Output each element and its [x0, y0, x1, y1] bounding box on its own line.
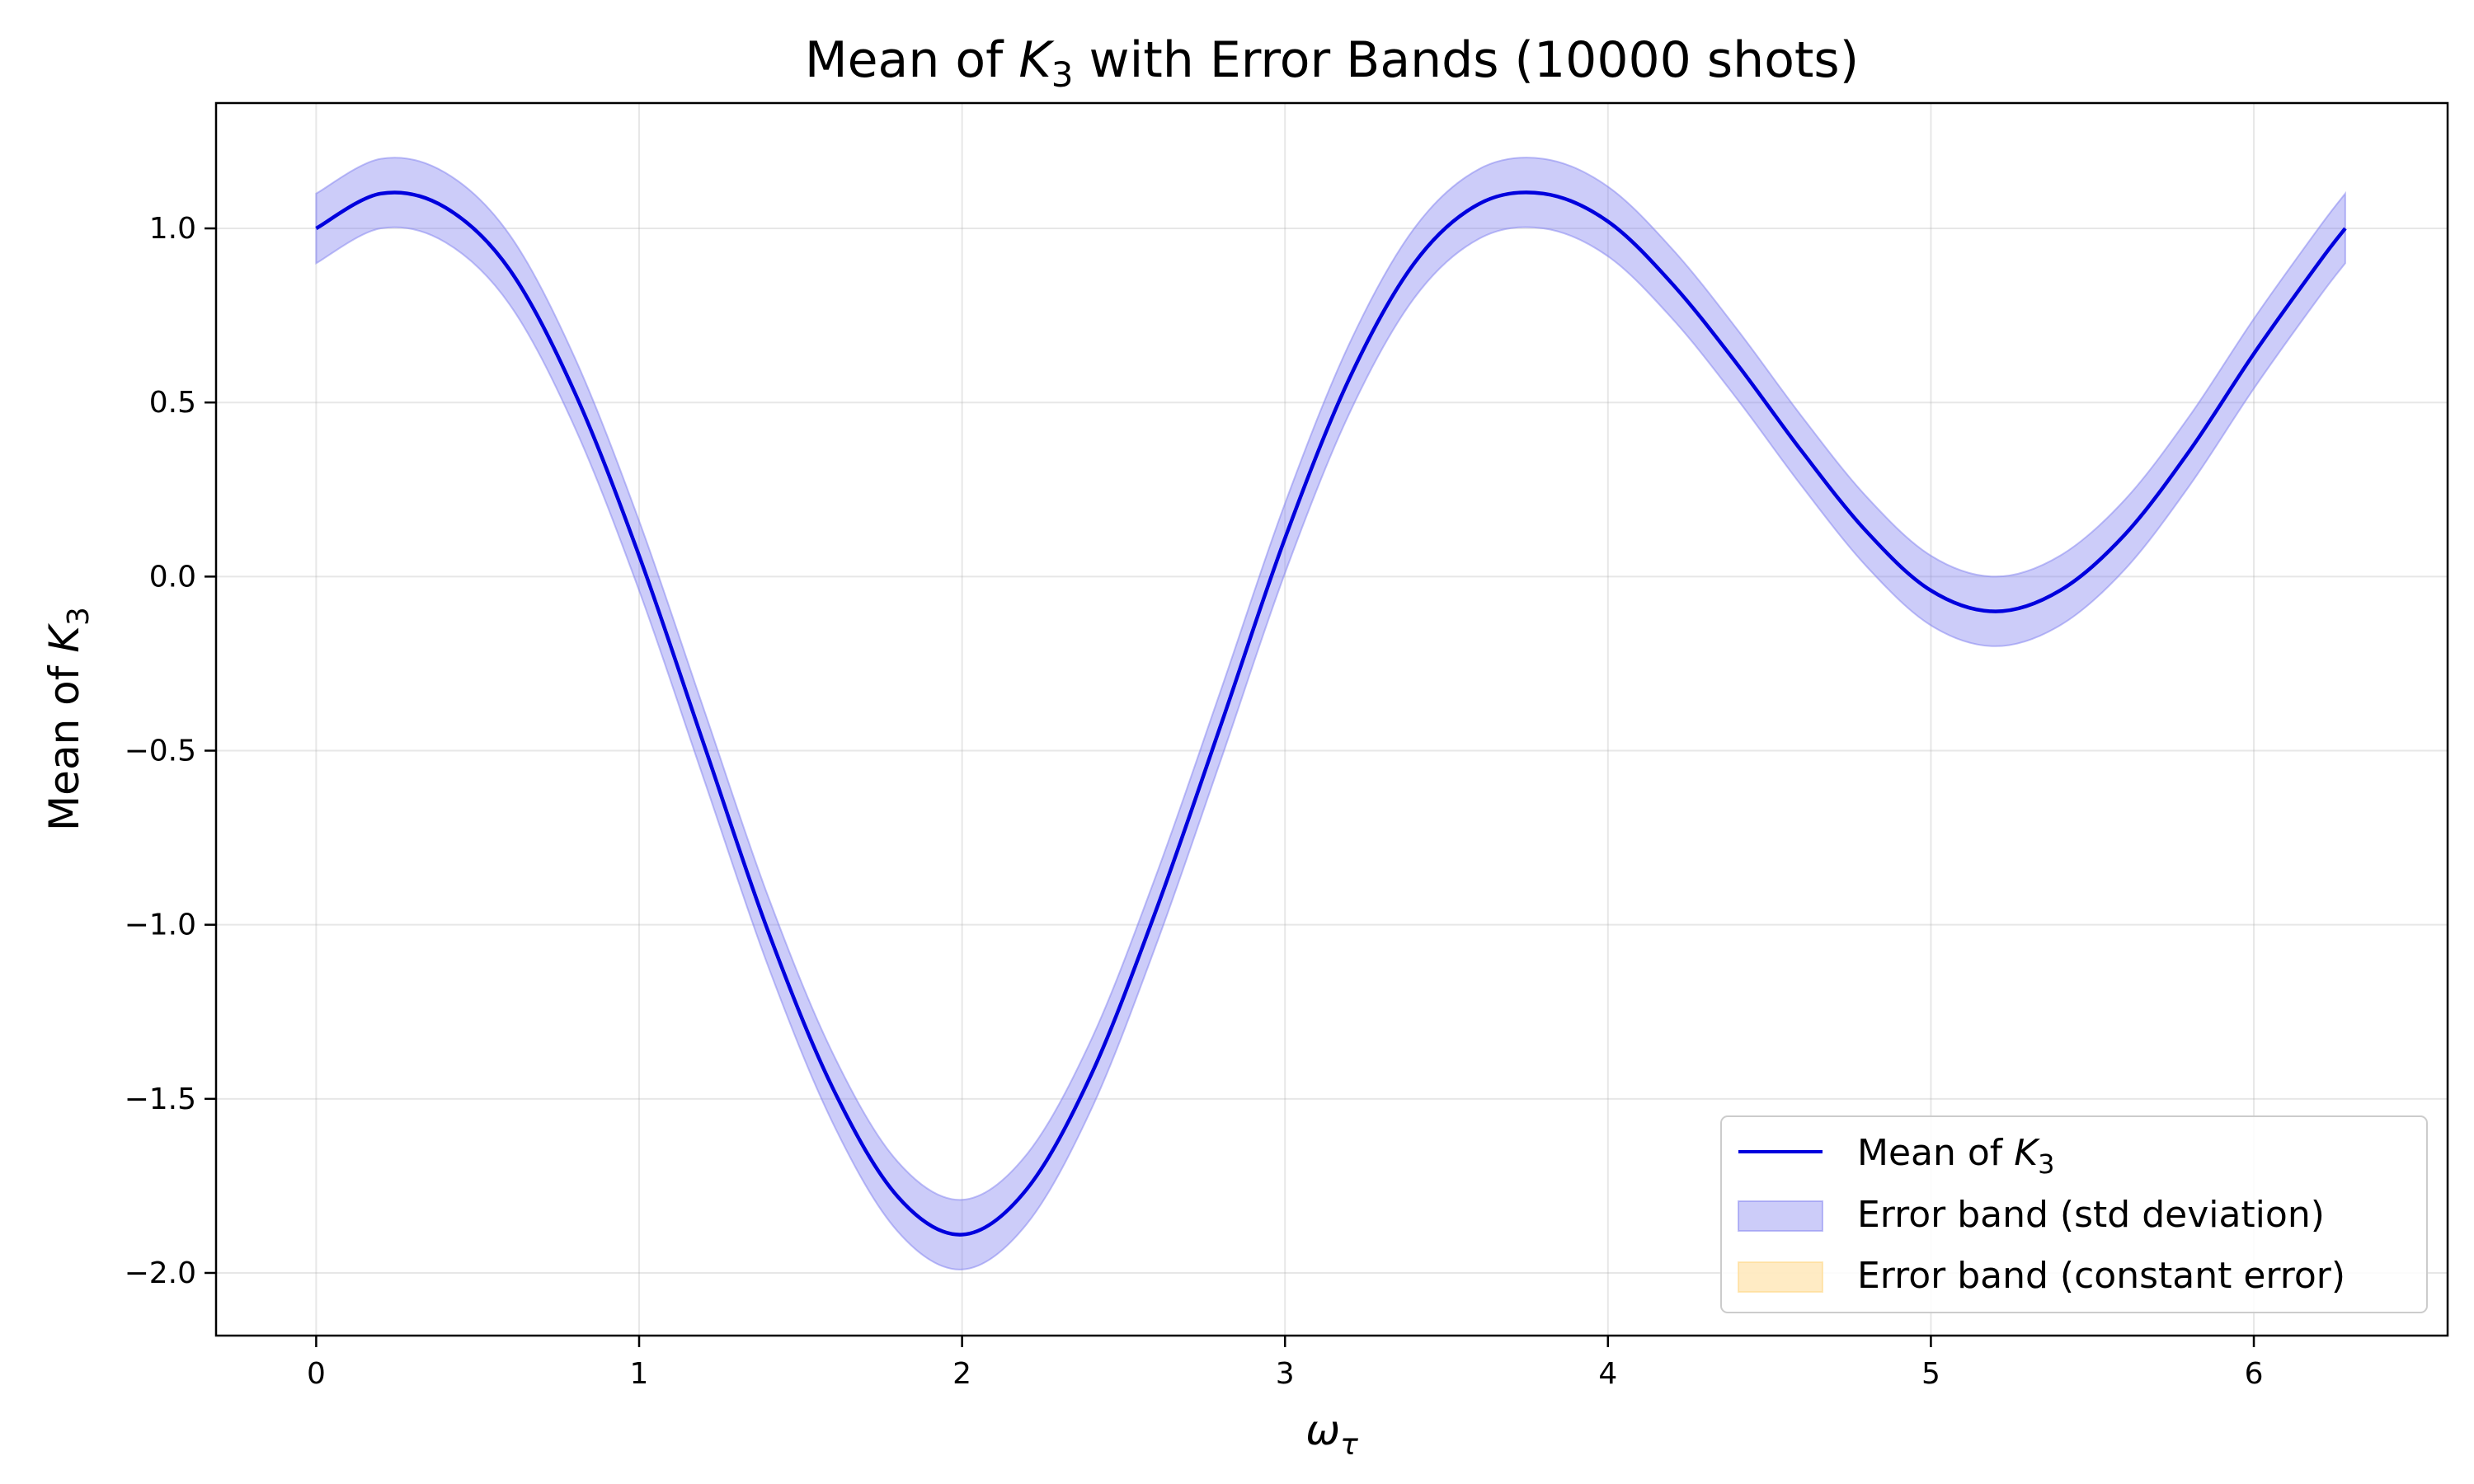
error-band-std — [315, 157, 2346, 1270]
legend-label-mean: Mean of K3 — [1857, 1132, 2054, 1180]
legend: Mean of K3 Error band (std deviation) Er… — [1720, 1115, 2428, 1313]
y-tick-label: −0.5 — [125, 735, 196, 768]
mean-line — [315, 190, 2347, 1237]
x-axis-label: ωτ — [1305, 1407, 1358, 1462]
chart-title: Mean of K3 with Error Bands (10000 shots… — [805, 31, 1859, 95]
x-tick-label: 1 — [630, 1357, 649, 1391]
error-band-layer — [315, 157, 2346, 1270]
y-ticks: 1.0 0.5 0.0 −0.5 −1.0 −1.5 −2.0 — [125, 212, 216, 1290]
legend-box — [1720, 1115, 2428, 1313]
x-tick-label: 6 — [2245, 1357, 2264, 1391]
y-axis-label: Mean of K3 — [40, 607, 96, 831]
y-tick-label: −1.0 — [125, 909, 196, 942]
y-tick-label: 1.0 — [149, 212, 196, 246]
x-tick-label: 4 — [1598, 1357, 1617, 1391]
legend-label-constant: Error band (constant error) — [1857, 1255, 2345, 1297]
x-tick-label: 5 — [1921, 1357, 1940, 1391]
y-tick-label: −1.5 — [125, 1082, 196, 1116]
y-tick-label: 0.5 — [149, 386, 196, 420]
mean-line-layer — [315, 190, 2347, 1237]
y-tick-label: 0.0 — [149, 560, 196, 594]
x-tick-label: 2 — [952, 1357, 971, 1391]
x-tick-label: 0 — [307, 1357, 326, 1391]
legend-swatch-std — [1738, 1200, 1823, 1232]
axes-frame — [214, 101, 2449, 1337]
grid — [216, 103, 2448, 1336]
legend-swatch-constant — [1738, 1261, 1823, 1293]
y-tick-label: −2.0 — [125, 1256, 196, 1290]
legend-label-std: Error band (std deviation) — [1857, 1194, 2325, 1236]
x-tick-label: 3 — [1276, 1357, 1295, 1391]
x-ticks: 0 1 2 3 4 5 6 — [307, 1336, 2264, 1391]
